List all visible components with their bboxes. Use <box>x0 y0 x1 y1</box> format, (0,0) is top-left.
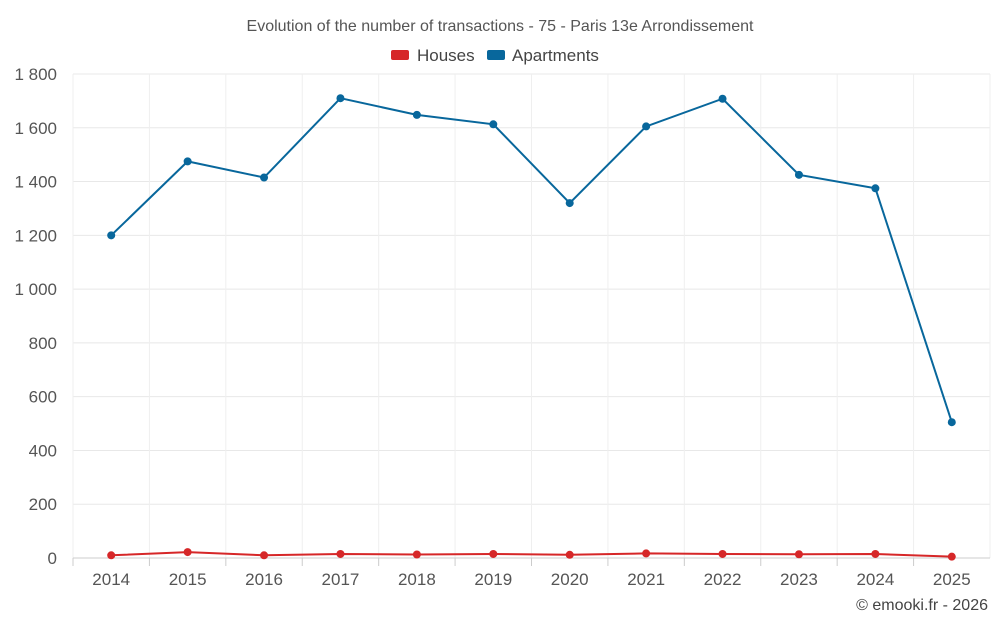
data-point-apartments <box>718 94 727 103</box>
chart-title: Evolution of the number of transactions … <box>247 18 754 35</box>
x-tick-label: 2015 <box>169 570 207 589</box>
legend-swatch-houses <box>391 50 409 60</box>
y-tick-label: 1 000 <box>14 280 57 299</box>
x-tick-label: 2021 <box>627 570 665 589</box>
data-point-apartments <box>260 173 269 182</box>
x-tick-label: 2019 <box>474 570 512 589</box>
x-tick-label: 2023 <box>780 570 818 589</box>
data-point-apartments <box>565 199 574 208</box>
y-tick-label: 1 400 <box>14 173 57 192</box>
y-tick-label: 1 800 <box>14 65 57 84</box>
legend-item-houses[interactable]: Houses <box>391 46 475 65</box>
data-point-apartments <box>336 94 345 103</box>
data-point-apartments <box>412 110 421 119</box>
x-tick-label: 2017 <box>322 570 360 589</box>
x-axis: 2014 2015 2016 2017 2018 2019 2020 2021 2022 2023… <box>72 558 971 589</box>
data-point-houses <box>260 551 269 560</box>
data-point-houses <box>489 549 498 558</box>
y-tick-label: 400 <box>29 441 57 460</box>
series-line-apartments <box>110 97 953 423</box>
x-tick-label: 2022 <box>704 570 742 589</box>
data-point-houses <box>183 548 192 557</box>
x-tick-label: 2014 <box>92 570 130 589</box>
x-tick-label: 2016 <box>245 570 283 589</box>
data-point-apartments <box>642 122 651 131</box>
data-point-houses <box>718 549 727 558</box>
x-tick-label: 2025 <box>933 570 971 589</box>
data-point-houses <box>871 549 880 558</box>
data-point-apartments <box>107 231 116 240</box>
x-tick-label: 2024 <box>856 570 894 589</box>
data-point-apartments <box>947 418 956 427</box>
y-tick-label: 600 <box>29 388 57 407</box>
y-tick-label: 200 <box>29 495 57 514</box>
data-point-houses <box>336 549 345 558</box>
y-tick-label: 1 200 <box>14 226 57 245</box>
x-tick-label: 2018 <box>398 570 436 589</box>
data-point-houses <box>947 552 956 561</box>
credit-text: © emooki.fr - 2026 <box>856 597 988 614</box>
data-point-houses <box>565 550 574 559</box>
data-point-houses <box>412 550 421 559</box>
legend-item-apartments[interactable]: Apartments <box>487 46 599 65</box>
x-tick-label: 2020 <box>551 570 589 589</box>
legend: Houses Apartments <box>391 46 599 65</box>
y-axis: 0 200 400 600 800 1 000 1 200 1 400 1 600 1 800 <box>14 65 57 568</box>
legend-label-apartments: Apartments <box>512 46 599 65</box>
data-point-apartments <box>794 170 803 179</box>
y-tick-label: 0 <box>48 549 57 568</box>
data-point-houses <box>642 549 651 558</box>
gridlines <box>72 73 991 559</box>
data-point-houses <box>107 551 116 560</box>
series-line-houses <box>111 551 952 558</box>
y-tick-label: 800 <box>29 334 57 353</box>
data-point-apartments <box>489 120 498 129</box>
data-point-apartments <box>183 157 192 166</box>
series-group <box>107 94 956 561</box>
data-point-apartments <box>871 184 880 193</box>
y-tick-label: 1 600 <box>14 119 57 138</box>
legend-swatch-apartments <box>487 50 505 60</box>
data-point-houses <box>794 550 803 559</box>
legend-label-houses: Houses <box>417 46 475 65</box>
